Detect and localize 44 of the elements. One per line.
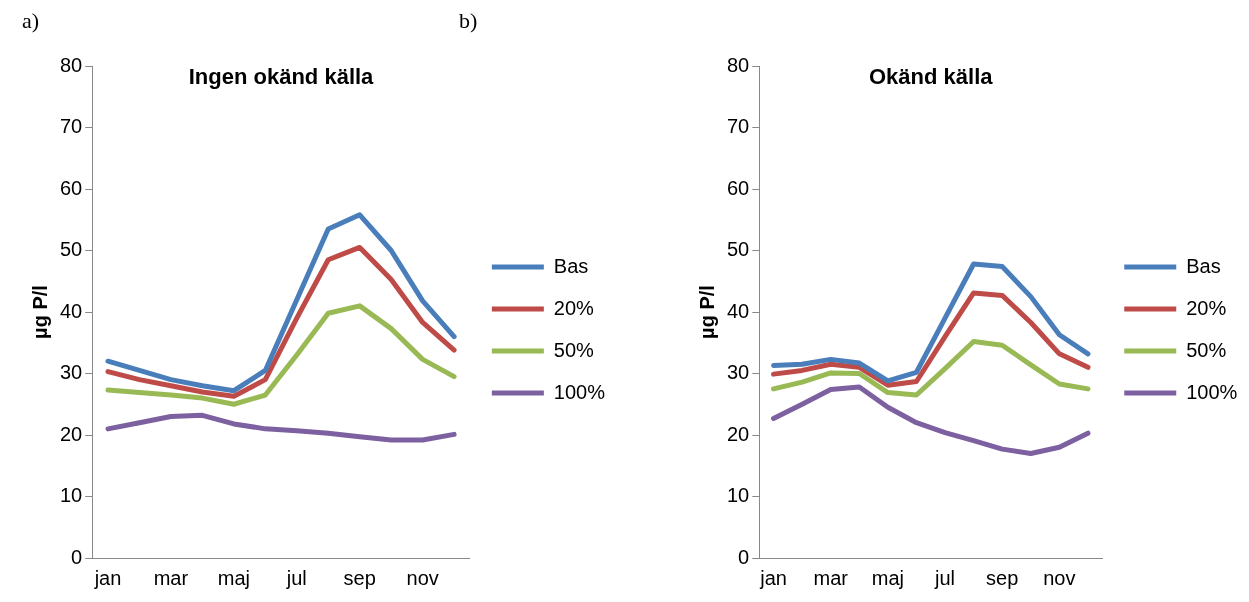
y-axis-title: µg P/l — [28, 285, 51, 339]
legend-label: Bas — [553, 254, 589, 277]
legend-label: 100% — [553, 380, 606, 403]
y-tick-label: 10 — [60, 484, 83, 507]
x-tick-label: nov — [406, 566, 439, 589]
y-tick-label: 80 — [727, 53, 750, 76]
legend-label: 20% — [1186, 296, 1227, 319]
y-tick-label: 10 — [727, 484, 750, 507]
y-tick-label: 40 — [727, 299, 750, 322]
y-tick-label: 30 — [727, 361, 750, 384]
y-tick-label: 0 — [738, 545, 750, 568]
chart-title: Ingen okänd källa — [188, 64, 375, 90]
x-tick-label: jul — [285, 566, 307, 589]
x-tick-label: jul — [934, 566, 956, 589]
y-tick-label: 20 — [727, 422, 750, 445]
x-tick-label: sep — [986, 566, 1019, 589]
y-tick-label: 70 — [727, 115, 750, 138]
text: a) — [22, 8, 40, 34]
y-tick-label: 70 — [60, 115, 83, 138]
x-tick-label: maj — [871, 566, 904, 589]
legend-label: 50% — [1186, 338, 1227, 361]
legend-label: 20% — [553, 296, 595, 319]
y-tick-label: 80 — [60, 53, 83, 76]
x-tick-label: sep — [343, 566, 376, 589]
legend-label: Bas — [1186, 254, 1221, 277]
y-tick-label: 30 — [60, 361, 83, 384]
y-axis-title: µg P/l — [695, 285, 718, 339]
x-tick-label: jan — [759, 566, 787, 589]
chart-title: Okänd källa — [868, 64, 994, 90]
x-tick-label: mar — [813, 566, 849, 589]
y-tick-label: 60 — [60, 176, 83, 199]
x-tick-label: maj — [217, 566, 250, 589]
y-tick-label: 40 — [60, 299, 83, 322]
y-tick-label: 50 — [60, 238, 83, 261]
y-tick-label: 60 — [727, 176, 750, 199]
x-tick-label: nov — [1043, 566, 1076, 589]
y-tick-label: 50 — [727, 238, 750, 261]
text: b) — [459, 8, 478, 34]
y-tick-label: 20 — [60, 422, 83, 445]
y-tick-label: 0 — [71, 545, 83, 568]
x-tick-label: jan — [93, 566, 122, 589]
legend-label: 50% — [553, 338, 595, 361]
x-tick-label: mar — [153, 566, 189, 589]
legend-label: 100% — [1186, 380, 1238, 403]
